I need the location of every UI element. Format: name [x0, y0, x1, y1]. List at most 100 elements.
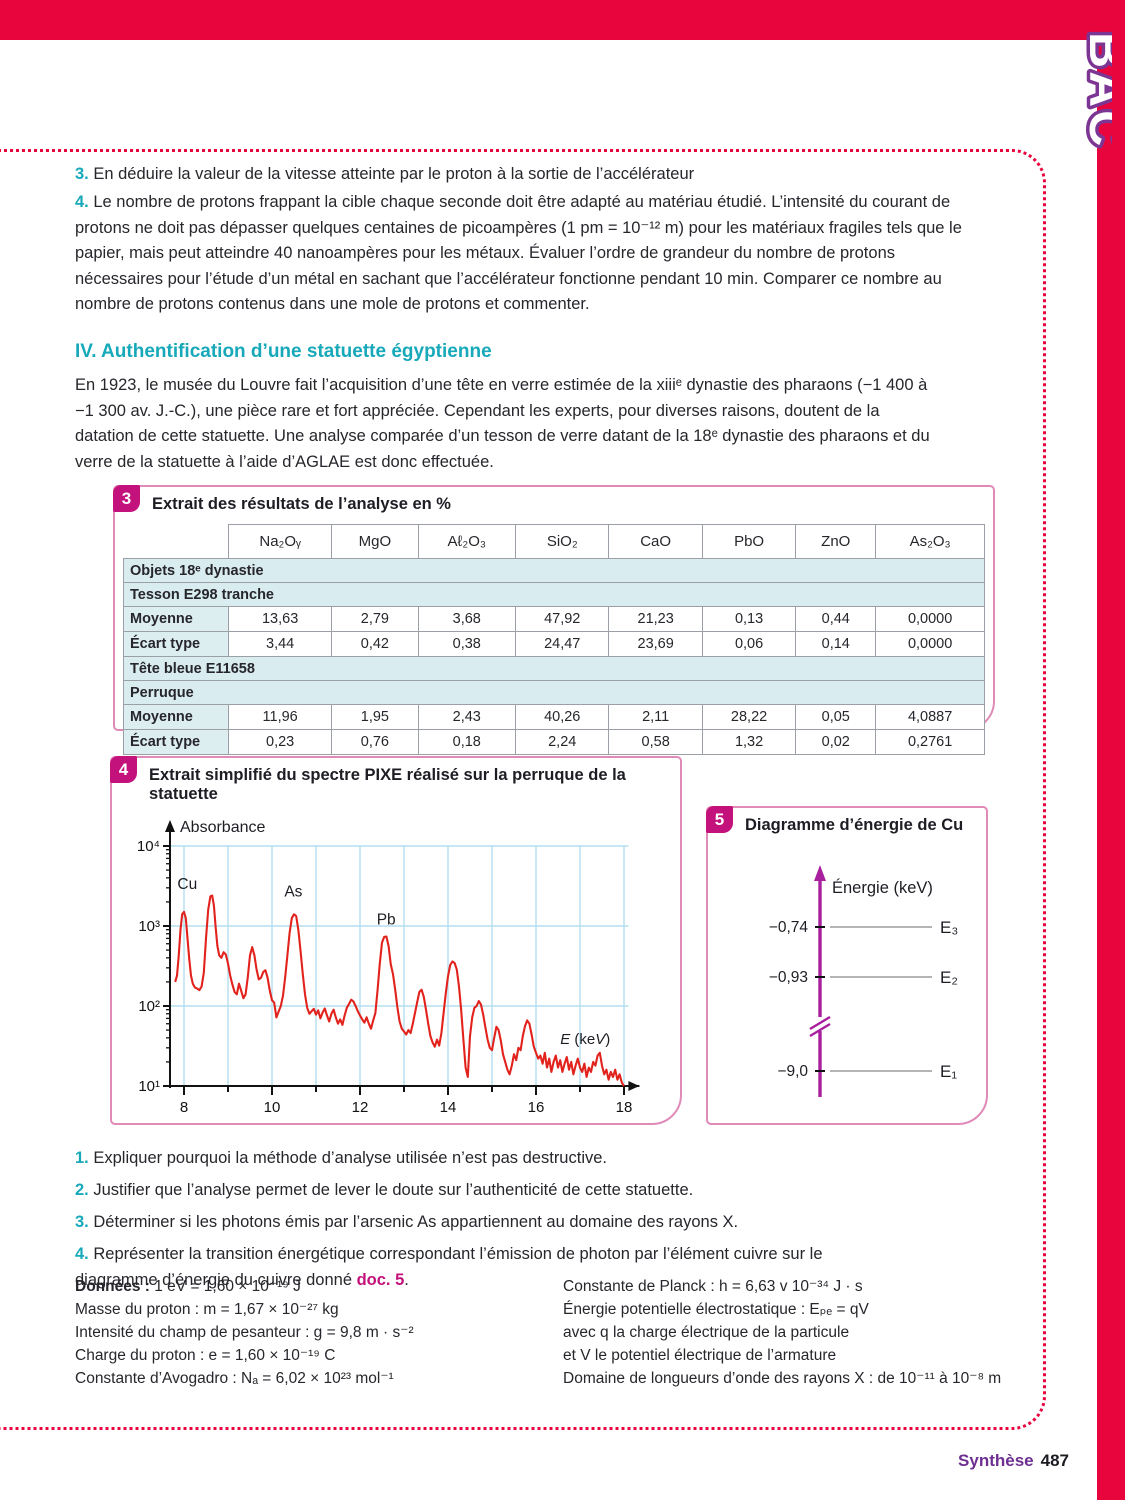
x-tick-label: 18 [616, 1099, 633, 1116]
column-header: As₂O₃ [875, 524, 985, 559]
right-red-bar [1097, 0, 1125, 1500]
energy-level-name: E₂ [940, 968, 958, 987]
dotted-content-frame [0, 149, 1046, 1430]
table-header-row: Na₂Oᵧ MgO Aℓ₂O₃ SiO₂ CaO PbO ZnO As₂O₃ [124, 524, 985, 559]
table-cell: 0,13 [701, 606, 797, 632]
table-cell: 0,44 [795, 606, 877, 632]
table-row: Moyenne 13,63 2,79 3,68 47,92 21,23 0,13 0,44 0,… [123, 606, 985, 632]
table-cell: 21,23 [608, 606, 703, 632]
question-number: 1. [75, 1149, 89, 1167]
doc3-title: Extrait des résultats de l’analyse en % [152, 495, 451, 513]
exercise-item-3: 3. En déduire la valeur de la vitesse at… [75, 162, 995, 188]
x-tick-label: 16 [528, 1099, 545, 1116]
table-cell: 0,18 [417, 729, 517, 755]
donnees-line: Masse du proton : m = 1,67 × 10⁻²⁷ kg [75, 1300, 339, 1318]
table-cell: 0,0000 [875, 606, 985, 632]
x-tick-label: 14 [440, 1099, 457, 1116]
table-cell: 0,23 [227, 729, 333, 755]
question-text-end: . [404, 1270, 409, 1289]
peak-label: As [284, 883, 302, 900]
item-text: En déduire la valeur de la vitesse attei… [93, 165, 695, 183]
band-label: Tesson E298 tranche [123, 582, 985, 607]
question-number: 2. [75, 1181, 89, 1199]
cu-energy-diagram: Énergie (keV) −0,74 E₃ −0,93 E₂ −9,0 E₁ [769, 865, 958, 1097]
table-cell: 40,26 [515, 704, 610, 730]
table-cell: 0,02 [795, 729, 877, 755]
section-paragraph: En 1923, le musée du Louvre fait l’acqui… [75, 376, 930, 471]
table-band-row: Objets 18ᵉ dynastie [123, 558, 985, 583]
section-heading: IV. Authentification d’une statuette égy… [75, 341, 492, 362]
table-band-row: Tête bleue E11658 [123, 656, 985, 681]
energy-level-name: E₁ [940, 1062, 957, 1081]
bac-banner-label: BAC [1079, 32, 1112, 149]
question-4: 4. Représenter la transition énergétique… [75, 1242, 865, 1293]
donnees-line: avec q la charge électrique de la partic… [563, 1323, 850, 1341]
item-text: Le nombre de protons frappant la cible c… [75, 193, 962, 314]
table-corner-cell [124, 525, 229, 559]
table-cell: 0,06 [701, 631, 797, 657]
table-row: Moyenne 11,96 1,95 2,43 40,26 2,11 28,22 0,05 4,… [123, 704, 985, 730]
row-label: Écart type [123, 729, 229, 755]
energy-level-value: −0,74 [769, 919, 809, 936]
table-cell: 0,0000 [875, 631, 985, 657]
question-number: 4. [75, 1245, 89, 1263]
question-1: 1. Expliquer pourquoi la méthode d’analy… [75, 1146, 1015, 1172]
band-label: Perruque [123, 680, 985, 705]
y-tick-label: 10¹ [138, 1078, 160, 1095]
energy-level-value: −9,0 [777, 1063, 808, 1080]
table-cell: 13,63 [227, 606, 333, 632]
table-cell: 0,2761 [875, 729, 985, 755]
question-text: Justifier que l’analyse permet de lever … [93, 1181, 694, 1199]
donnees-line: Charge du proton : e = 1,60 × 10⁻¹⁹ C [75, 1346, 336, 1364]
doc4-title: Extrait simplifié du spectre PIXE réalis… [149, 766, 626, 803]
energy-axis-label: Énergie (keV) [832, 878, 933, 897]
doc5-badge: 5 [706, 806, 733, 833]
donnees-line: Constante de Planck : h = 6,63 v 10⁻³⁴ J… [563, 1278, 863, 1295]
column-header: MgO [331, 524, 419, 559]
y-axis-title: Absorbance [180, 819, 265, 836]
y-tick-label: 10⁴ [137, 838, 160, 855]
exercise-item-4: 4. Le nombre de protons frappant la cibl… [75, 190, 980, 318]
table-cell: 0,42 [331, 631, 419, 657]
top-red-bar [0, 0, 1125, 40]
doc3-badge: 3 [113, 485, 140, 512]
doc5-box: 5 Diagramme d’énergie de Cu Énergie (keV… [706, 806, 988, 1125]
question-text: Représenter la transition énergétique co… [75, 1245, 823, 1289]
band-label: Tête bleue E11658 [123, 656, 985, 681]
spectrum-line [174, 894, 625, 1087]
item-number: 4. [75, 193, 89, 211]
footer-section-label: Synthèse [958, 1451, 1034, 1470]
y-tick-label: 10² [138, 998, 160, 1015]
table-cell: 0,05 [795, 704, 877, 730]
table-cell: 28,22 [701, 704, 797, 730]
table-row: Écart type 0,23 0,76 0,18 2,24 0,58 1,32 0,02 0,… [123, 729, 985, 755]
doc4-box: 4 Extrait simplifié du spectre PIXE réal… [110, 756, 682, 1125]
column-header: CaO [608, 524, 703, 559]
table-band-row: Tesson E298 tranche [123, 582, 985, 607]
table-cell: 2,11 [608, 704, 703, 730]
x-axis-title: E (keV) [560, 1031, 610, 1048]
table-cell: 1,32 [701, 729, 797, 755]
table-cell: 4,0887 [875, 704, 985, 730]
row-label: Moyenne [123, 704, 229, 730]
doc5-reference-link[interactable]: doc. 5 [356, 1270, 405, 1289]
donnees-line: Domaine de longueurs d’onde des rayons X… [563, 1369, 1002, 1387]
question-text: Expliquer pourquoi la méthode d’analyse … [93, 1149, 607, 1167]
column-header: ZnO [795, 524, 877, 559]
y-tick-label: 10³ [138, 918, 160, 935]
donnees-left-column: Données : 1 eV = 1,60 × 10⁻¹⁹ J Masse du… [75, 1276, 545, 1391]
doc5-title: Diagramme d’énergie de Cu [745, 816, 964, 834]
donnees-label: Données : [75, 1278, 150, 1295]
donnees-line: Intensité du champ de pesanteur : g = 9,… [75, 1323, 414, 1341]
doc4-badge: 4 [110, 756, 137, 783]
peak-label: Cu [177, 876, 197, 893]
table-cell: 24,47 [515, 631, 610, 657]
doc3-box: 3 Extrait des résultats de l’analyse en … [113, 485, 995, 755]
x-tick-label: 8 [180, 1099, 188, 1116]
donnees-right-column: Constante de Planck : h = 6,63 v 10⁻³⁴ J… [563, 1276, 1033, 1391]
row-label: Écart type [123, 631, 229, 657]
table-cell: 0,38 [417, 631, 517, 657]
table-cell: 3,44 [227, 631, 333, 657]
energy-level-name: E₃ [940, 918, 958, 937]
column-header: PbO [701, 524, 797, 559]
